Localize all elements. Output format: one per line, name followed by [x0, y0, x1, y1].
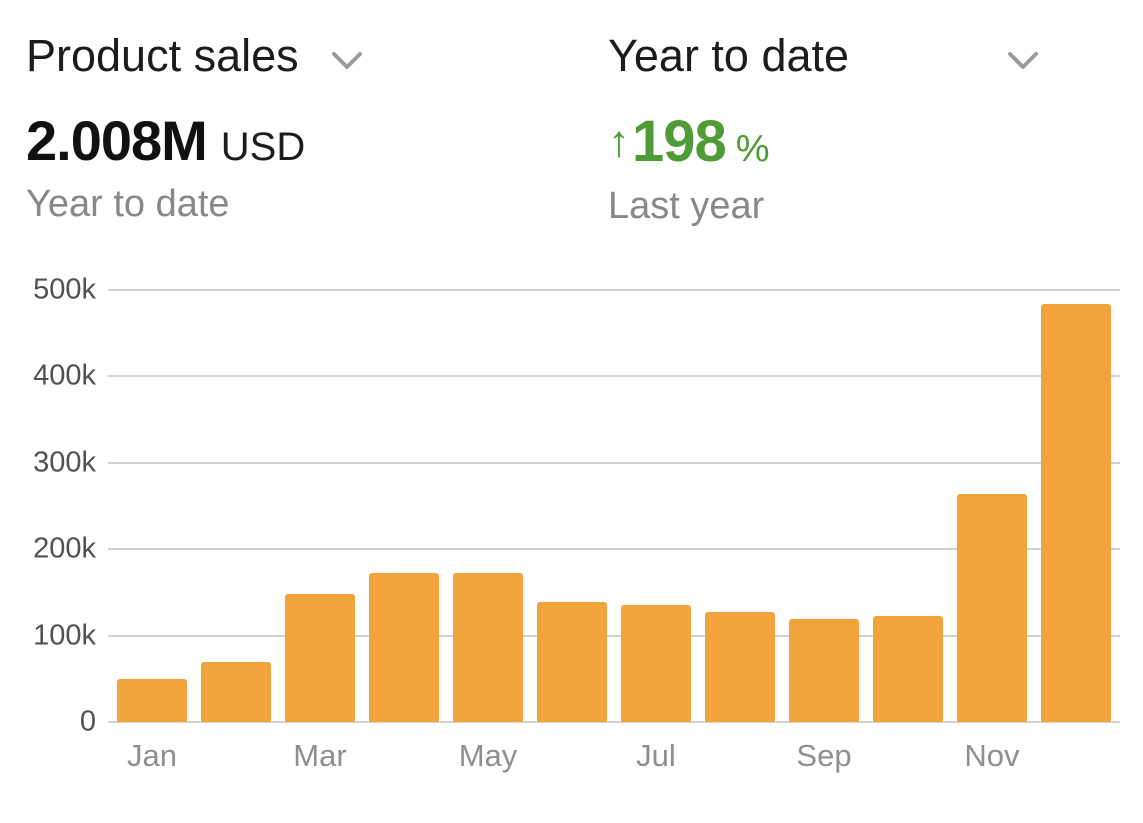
chevron-down-icon[interactable] — [1007, 51, 1039, 70]
y-tick-label: 200k — [33, 532, 96, 565]
chevron-down-icon[interactable] — [331, 51, 363, 70]
delta-row: ↑ 198 % — [608, 108, 1101, 175]
bar-slot — [194, 290, 278, 722]
bar-feb[interactable] — [201, 661, 271, 722]
gridline — [108, 461, 1120, 464]
period-title: Year to date — [608, 30, 850, 81]
x-tick-label: Nov — [964, 738, 1020, 773]
bar-chart: 0 100k 200k 300k 400k 500k Jan Mar May Jul Sep Nov — [0, 274, 1143, 774]
total-value-row: 2.008M USD — [26, 108, 608, 173]
header: Product sales Year to date — [0, 30, 1143, 82]
bar-slot — [530, 290, 614, 722]
bar-sep[interactable] — [789, 619, 859, 722]
total-sales-stat: 2.008M USD Year to date — [26, 108, 608, 228]
x-tick-label — [1034, 738, 1118, 774]
bar-slot — [446, 290, 530, 722]
bar-slot — [110, 290, 194, 722]
x-axis-labels: Jan Mar May Jul Sep Nov — [108, 738, 1120, 774]
bar-slot — [614, 290, 698, 722]
delta-caption: Last year — [608, 185, 765, 227]
y-tick-label: 100k — [33, 619, 96, 652]
bar-jun[interactable] — [537, 601, 607, 722]
currency-unit: USD — [220, 125, 306, 169]
gridlines — [108, 289, 1120, 723]
stats-row: 2.008M USD Year to date ↑ 198 % Last yea… — [0, 82, 1143, 228]
x-tick-label — [530, 738, 614, 774]
metric-selector[interactable]: Product sales — [26, 30, 608, 82]
bar-slot — [278, 290, 362, 722]
bars — [108, 290, 1120, 722]
x-tick-label — [698, 738, 782, 774]
bar-nov[interactable] — [957, 493, 1027, 722]
y-tick-label: 500k — [33, 273, 96, 306]
gridline — [108, 634, 1120, 637]
y-tick-label: 300k — [33, 446, 96, 479]
delta-value: 198 — [632, 109, 727, 174]
x-tick-label — [866, 738, 950, 774]
bar-slot — [1034, 290, 1118, 722]
bar-slot — [782, 290, 866, 722]
bar-apr[interactable] — [369, 572, 439, 722]
bar-slot — [362, 290, 446, 722]
gridline — [108, 375, 1120, 378]
x-tick-label — [362, 738, 446, 774]
x-tick-label: May — [458, 738, 518, 773]
bar-slot — [698, 290, 782, 722]
y-tick-label: 400k — [33, 359, 96, 392]
bar-slot — [950, 290, 1034, 722]
x-tick-label: Jul — [636, 738, 676, 773]
gridline — [108, 721, 1120, 723]
gridline — [108, 548, 1120, 551]
bar-aug[interactable] — [705, 612, 775, 722]
plot-area — [108, 289, 1120, 723]
total-caption: Year to date — [26, 183, 230, 225]
period-selector[interactable]: Year to date — [608, 30, 1101, 82]
bar-dec[interactable] — [1041, 303, 1111, 722]
plot-wrap: 0 100k 200k 300k 400k 500k — [0, 274, 1120, 738]
bar-oct[interactable] — [873, 615, 943, 722]
y-axis-labels: 0 100k 200k 300k 400k 500k — [0, 274, 108, 738]
bar-jan[interactable] — [117, 678, 187, 722]
x-tick-label — [194, 738, 278, 774]
arrow-up-icon: ↑ — [608, 116, 630, 166]
x-tick-label: Mar — [293, 738, 347, 773]
change-stat: ↑ 198 % Last year — [608, 108, 1101, 228]
total-value: 2.008M — [26, 109, 208, 172]
bar-may[interactable] — [453, 573, 523, 722]
bar-slot — [866, 290, 950, 722]
bar-jul[interactable] — [621, 604, 691, 722]
metric-title: Product sales — [26, 30, 299, 81]
x-tick-label: Sep — [796, 738, 852, 773]
x-axis: Jan Mar May Jul Sep Nov — [0, 738, 1120, 774]
x-tick-label: Jan — [127, 738, 177, 773]
gridline — [108, 289, 1120, 291]
percent-unit: % — [735, 128, 770, 170]
y-tick-label: 0 — [79, 705, 96, 738]
x-axis-spacer — [0, 738, 108, 774]
bar-mar[interactable] — [285, 594, 355, 722]
